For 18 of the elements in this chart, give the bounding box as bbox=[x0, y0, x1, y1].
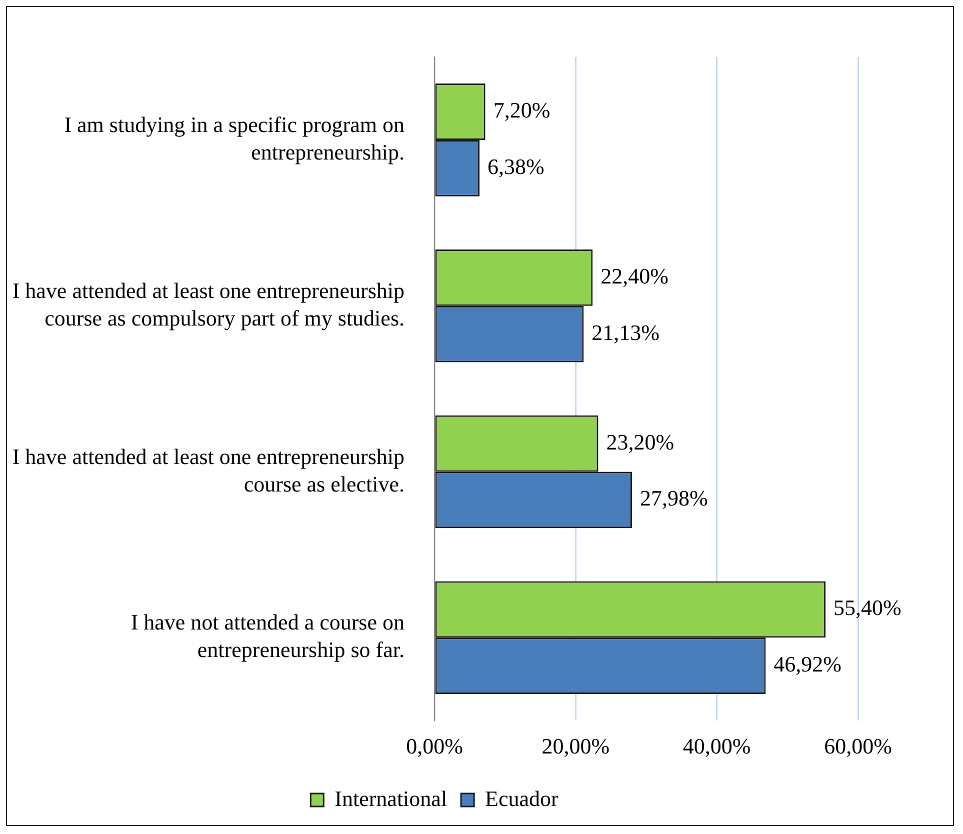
x-tick-label: 60,00% bbox=[824, 734, 892, 759]
y-tick-label: I am studying in a specific program on entrepreneurship. bbox=[64, 112, 404, 164]
data-label: 27,98% bbox=[640, 486, 708, 511]
y-tick-label: I have not attended a course on entrepreneurship so far. bbox=[130, 610, 404, 662]
x-tick-label: 0,00% bbox=[406, 734, 463, 759]
y-tick-label: I have attended at least one entrepreneurship course as elective. bbox=[12, 444, 404, 496]
legend-label: Ecuador bbox=[485, 786, 560, 811]
legend-label: International bbox=[334, 786, 448, 811]
y-tick-label: I have attended at least one entrepreneurship course as compulsory part of my studies. bbox=[12, 278, 404, 330]
data-label: 46,92% bbox=[774, 652, 842, 677]
data-label: 55,40% bbox=[834, 595, 902, 620]
data-label: 23,20% bbox=[606, 429, 674, 454]
data-label: 21,13% bbox=[592, 320, 660, 345]
x-tick-label: 40,00% bbox=[682, 734, 751, 759]
data-label: 7,20% bbox=[493, 98, 550, 123]
data-label: 22,40% bbox=[600, 263, 668, 288]
data-label: 6,38% bbox=[488, 154, 544, 179]
x-tick-label: 20,00% bbox=[542, 734, 610, 759]
